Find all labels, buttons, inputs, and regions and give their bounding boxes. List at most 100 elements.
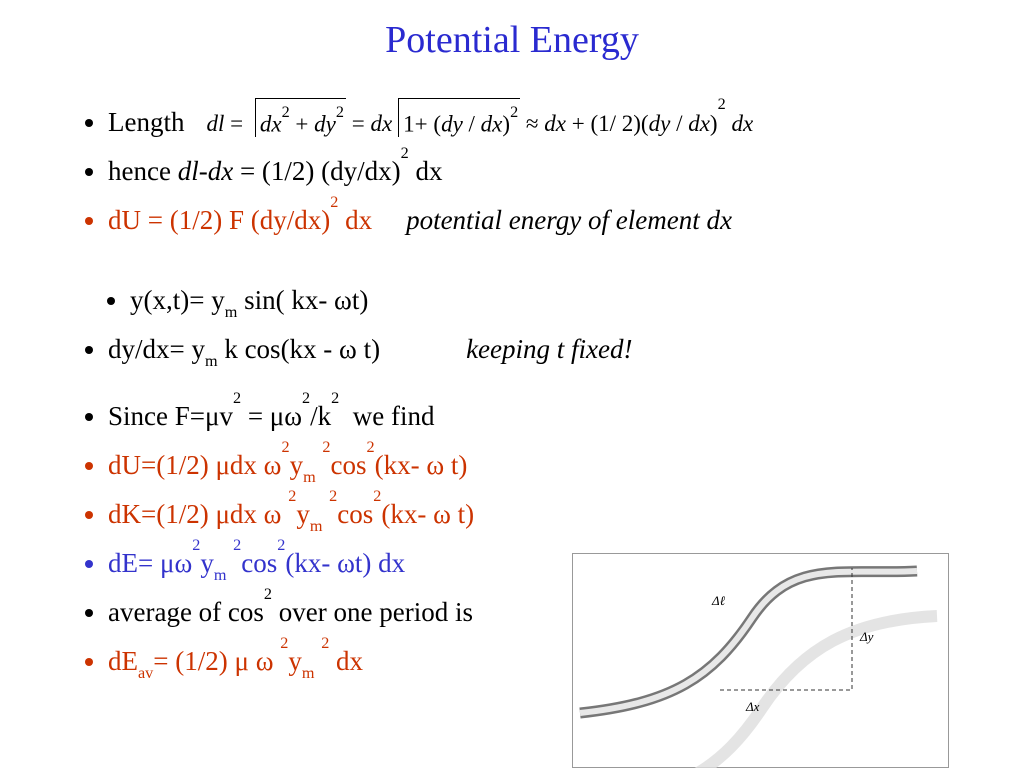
text-run: dx — [725, 111, 754, 136]
text-run: sin( kx- ωt) — [237, 285, 369, 315]
text-run: keeping t fixed! — [466, 334, 633, 364]
text-run: dx — [259, 111, 282, 136]
bullet: dU=(1/2) μdx ω2ym 2cos2(kx- ω t) — [108, 427, 753, 486]
text-run: + (1/ 2)( — [566, 111, 649, 136]
text-run: 2 — [281, 102, 290, 121]
text-run: 2 — [335, 102, 344, 121]
text-run: dy/dx= y — [108, 334, 205, 364]
text-run: 2 — [281, 438, 290, 456]
text-run: dK=(1/2) μdx ω — [108, 499, 289, 529]
bullet: dEav= (1/2) μ ω 2ym 2 dx — [108, 623, 753, 682]
bullet: average of cos2 over one period is — [108, 574, 753, 627]
text-run: dl — [206, 111, 225, 136]
text-run: /k — [310, 401, 332, 431]
text-run: we find — [339, 401, 435, 431]
text-run: / — [462, 111, 481, 136]
text-run: cos — [241, 548, 278, 578]
text-run: 1+ ( — [403, 111, 442, 136]
text-run: m — [303, 468, 316, 486]
text-run: 2 — [373, 487, 382, 505]
text-run: dx — [544, 111, 566, 136]
text-run: over one period is — [272, 597, 473, 627]
text-run: 2 — [329, 487, 338, 505]
label-dl: Δℓ — [711, 593, 726, 608]
text-run: 2 — [263, 585, 273, 603]
text-run: Since F=μv — [108, 401, 233, 431]
text-run: 2 — [400, 144, 409, 162]
text-run: 2 — [277, 536, 286, 554]
text-run: 2 — [288, 487, 297, 505]
text-run: y — [296, 499, 310, 529]
text-run: 2 — [232, 389, 242, 407]
text-run: ) — [502, 111, 511, 136]
text-run: potential energy of element dx — [406, 205, 732, 235]
dashed-lines — [720, 568, 853, 691]
text-run: dl-dx — [177, 156, 234, 186]
bullet: y(x,t)= ym sin( kx- ωt) — [130, 280, 753, 329]
bullet: dU = (1/2) F (dy/dx)2 dx potential energy… — [108, 182, 753, 235]
text-run: dE= μω — [108, 548, 193, 578]
text-run: 2 — [510, 102, 519, 121]
text-run: dU=(1/2) μdx ω — [108, 450, 282, 480]
text-run: m — [301, 664, 315, 682]
text-run: dx — [480, 111, 503, 136]
text-run: m — [309, 517, 323, 535]
text-run: m — [204, 352, 218, 370]
text-run: dE — [108, 646, 138, 676]
text-run: av — [138, 664, 154, 682]
text-run: dy — [648, 111, 671, 136]
text-run: dx — [329, 646, 364, 676]
text-run: dx — [688, 111, 710, 136]
text-run: 2 — [330, 193, 339, 211]
text-run: hence — [108, 156, 178, 186]
text-run: / — [670, 111, 689, 136]
text-run: y(x,t)= y — [130, 285, 225, 315]
text-run: 2 — [331, 389, 340, 407]
text-run: (kx- ω t) — [381, 499, 475, 529]
bullet: hence dl-dx = (1/2) (dy/dx)2 dx — [108, 133, 753, 186]
text-run: 2 — [280, 634, 289, 652]
text-run: 2 — [322, 438, 331, 456]
radical: 1+ (dy / dx)2 — [398, 97, 521, 137]
tube-highlight — [579, 568, 918, 716]
text-run: cos — [337, 499, 374, 529]
text-run: (kx- ω t) — [374, 450, 468, 480]
shadow-curve — [694, 610, 938, 768]
text-run: dy — [314, 111, 336, 136]
text-run: = — [224, 111, 249, 136]
text-run: 2 — [302, 389, 311, 407]
label-dx: Δx — [745, 699, 760, 714]
text-run: = (1/2) (dy/dx) — [233, 156, 401, 186]
text-run: = (1/2) μ ω — [153, 646, 281, 676]
text-run: y — [200, 548, 214, 578]
text-run: 2 — [717, 95, 726, 113]
text-run: average of cos — [108, 597, 264, 627]
text-run: dy — [441, 111, 463, 136]
text-run: dx — [370, 111, 393, 136]
text-run: (kx- ωt) dx — [285, 548, 406, 578]
text-run: k cos(kx - ω t) — [217, 334, 381, 364]
text-run: 2 — [321, 634, 330, 652]
text-run: dx — [408, 156, 443, 186]
text-run: ≈ — [520, 111, 545, 136]
text-run: ) — [709, 111, 718, 136]
text-run: 2 — [192, 536, 201, 554]
text-run: y — [288, 646, 302, 676]
figure-frame — [572, 553, 949, 768]
text-run: + — [289, 111, 315, 136]
figure: Δℓ Δy Δx — [572, 553, 949, 768]
slide-title: Potential Energy — [385, 19, 639, 61]
label-dy: Δy — [859, 629, 874, 644]
text-run: 2 — [366, 438, 375, 456]
radical: dx2 + dy2 — [254, 97, 346, 137]
bullet: dK=(1/2) μdx ω 2ym 2cos2(kx- ω t) — [108, 476, 753, 535]
text-run: m — [224, 303, 238, 321]
text-run: Length — [108, 107, 185, 137]
text-run: = μω — [241, 401, 303, 431]
bullet: dE= μω2ym 2cos2(kx- ωt) dx — [108, 525, 753, 584]
text-run: 2 — [233, 536, 242, 554]
text-run: dU = (1/2) F (dy/dx) — [108, 205, 331, 235]
